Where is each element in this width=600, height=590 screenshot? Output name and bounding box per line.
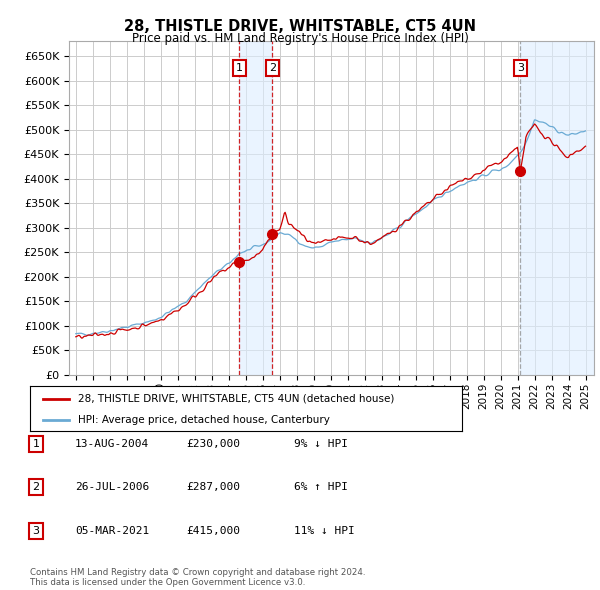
- Text: 2: 2: [32, 482, 40, 491]
- Text: 2: 2: [269, 63, 276, 73]
- Text: £415,000: £415,000: [186, 526, 240, 536]
- Text: 9% ↓ HPI: 9% ↓ HPI: [294, 439, 348, 448]
- Text: 11% ↓ HPI: 11% ↓ HPI: [294, 526, 355, 536]
- Text: 3: 3: [32, 526, 40, 536]
- Text: £287,000: £287,000: [186, 482, 240, 491]
- Text: HPI: Average price, detached house, Canterbury: HPI: Average price, detached house, Cant…: [77, 415, 329, 425]
- Text: 6% ↑ HPI: 6% ↑ HPI: [294, 482, 348, 491]
- Text: 3: 3: [517, 63, 524, 73]
- Text: £230,000: £230,000: [186, 439, 240, 448]
- Text: 28, THISTLE DRIVE, WHITSTABLE, CT5 4UN: 28, THISTLE DRIVE, WHITSTABLE, CT5 4UN: [124, 19, 476, 34]
- Text: 1: 1: [236, 63, 243, 73]
- Text: 13-AUG-2004: 13-AUG-2004: [75, 439, 149, 448]
- Text: 26-JUL-2006: 26-JUL-2006: [75, 482, 149, 491]
- Bar: [520, 41, 594, 375]
- Text: Contains HM Land Registry data © Crown copyright and database right 2024.
This d: Contains HM Land Registry data © Crown c…: [30, 568, 365, 587]
- Bar: [239, 41, 272, 375]
- Text: 05-MAR-2021: 05-MAR-2021: [75, 526, 149, 536]
- Text: 1: 1: [32, 439, 40, 448]
- Text: Price paid vs. HM Land Registry's House Price Index (HPI): Price paid vs. HM Land Registry's House …: [131, 32, 469, 45]
- Text: 28, THISTLE DRIVE, WHITSTABLE, CT5 4UN (detached house): 28, THISTLE DRIVE, WHITSTABLE, CT5 4UN (…: [77, 394, 394, 404]
